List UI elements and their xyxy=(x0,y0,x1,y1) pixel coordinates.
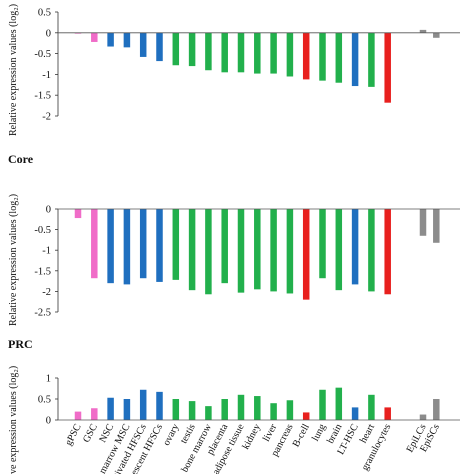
bar-quiescent-hfscs xyxy=(156,32,163,62)
bar-b-cell xyxy=(302,209,310,300)
bar-bone-marrow-msc xyxy=(123,399,131,420)
panel-label-prc: PRC xyxy=(8,337,33,351)
bar-activated-hfscs xyxy=(139,389,147,420)
bar-testis xyxy=(188,401,196,420)
bar-granulocytes xyxy=(384,32,391,103)
bar-bone-marrow xyxy=(205,32,212,71)
y-tick-label: 0 xyxy=(46,28,51,39)
y-tick-label: 0 xyxy=(46,416,51,427)
bar-testis xyxy=(188,32,196,67)
bar-adipose-tissue xyxy=(237,32,245,73)
y-tick-label: 0.5 xyxy=(38,8,51,19)
y-tick-label: 0 xyxy=(46,205,51,216)
bar-bone-marrow-msc xyxy=(123,32,131,48)
bar-ovary xyxy=(172,32,180,66)
y-tick-label: -2 xyxy=(42,112,51,123)
bar-lt-hsc xyxy=(351,209,359,285)
ylabel-top: Relative expression values (log₂) xyxy=(8,4,19,136)
y-tick-label: -1.5 xyxy=(34,266,51,277)
y-tick-label: -2.5 xyxy=(34,308,51,319)
bar-granulocytes xyxy=(384,407,391,420)
bar-heart xyxy=(368,394,375,420)
y-tick-label: -1 xyxy=(42,246,51,257)
bar-kidney xyxy=(254,209,261,290)
bar-placenta xyxy=(221,209,228,284)
bar-ovary xyxy=(172,209,180,280)
bar-episcs xyxy=(433,32,440,38)
bar-nsc xyxy=(107,397,114,420)
bar-nsc xyxy=(107,209,114,284)
bar-lung xyxy=(319,32,326,81)
bar-heart xyxy=(368,209,375,292)
bar-kidney xyxy=(254,32,261,74)
bar-liver xyxy=(270,32,277,74)
panel-label-core: Core xyxy=(8,152,34,166)
bar-epilcs xyxy=(419,414,427,420)
bar-adipose-tissue xyxy=(237,394,245,420)
bar-b-cell xyxy=(302,412,310,420)
bar-lt-hsc xyxy=(351,407,359,420)
bar-activated-hfscs xyxy=(139,209,147,279)
bar-granulocytes xyxy=(384,209,391,295)
bar-adipose-tissue xyxy=(237,209,245,293)
bar-gsc xyxy=(91,32,98,42)
bar-placenta xyxy=(221,32,228,73)
bar-lung xyxy=(319,209,326,279)
bar-brain xyxy=(335,32,343,83)
chart-panel-top: 0.5 0 -0.5 -1 -1.5 -2 xyxy=(34,8,460,123)
ylabel-middle: Relative expression values (log₂) xyxy=(8,194,19,326)
bar-lt-hsc xyxy=(351,32,359,87)
ylabel-bottom: ve expression values (log₂) xyxy=(8,366,19,474)
bar-gpsc xyxy=(74,411,82,420)
bar-lung xyxy=(319,389,326,420)
y-tick-label: -0.5 xyxy=(34,49,51,60)
bar-epilcs xyxy=(419,209,427,236)
bar-brain xyxy=(335,387,343,420)
bar-pancreas xyxy=(286,209,294,294)
bar-ovary xyxy=(172,399,180,420)
bar-heart xyxy=(368,32,375,87)
bar-gsc xyxy=(91,408,98,420)
bar-episcs xyxy=(433,399,440,420)
bar-activated-hfscs xyxy=(139,32,147,57)
bar-brain xyxy=(335,209,343,291)
bar-episcs xyxy=(433,209,440,243)
bar-liver xyxy=(270,209,277,292)
y-tick-label: -1 xyxy=(42,70,51,81)
chart-panel-core: 0 -0.5 -1 -1.5 -2 -2.5 xyxy=(34,205,460,319)
y-tick-label: 1 xyxy=(46,374,51,385)
y-tick-label: 0.5 xyxy=(38,395,51,406)
bar-gsc xyxy=(91,209,98,279)
bar-pancreas xyxy=(286,400,294,420)
x-tick-label: B-cell xyxy=(291,422,312,449)
bar-epilcs xyxy=(419,29,427,33)
bar-bone-marrow xyxy=(205,209,212,295)
y-tick-label: -2 xyxy=(42,287,51,298)
bar-kidney xyxy=(254,396,261,420)
bar-testis xyxy=(188,209,196,291)
x-tick-label: gPSC xyxy=(63,422,84,448)
x-tick-label: GSC xyxy=(81,422,100,445)
bar-quiescent-hfscs xyxy=(156,209,163,282)
y-tick-label: -0.5 xyxy=(34,225,51,236)
y-tick-label: -1.5 xyxy=(34,91,51,102)
bar-bone-marrow xyxy=(205,406,212,420)
bar-nsc xyxy=(107,32,114,47)
bar-bone-marrow-msc xyxy=(123,209,131,285)
bar-placenta xyxy=(221,399,228,420)
bar-pancreas xyxy=(286,32,294,77)
bar-gpsc xyxy=(74,209,82,219)
x-tick-label: ovary xyxy=(161,422,181,447)
bar-b-cell xyxy=(302,32,310,80)
bar-liver xyxy=(270,403,277,420)
bar-gpsc xyxy=(74,32,82,34)
bar-quiescent-hfscs xyxy=(156,391,163,420)
